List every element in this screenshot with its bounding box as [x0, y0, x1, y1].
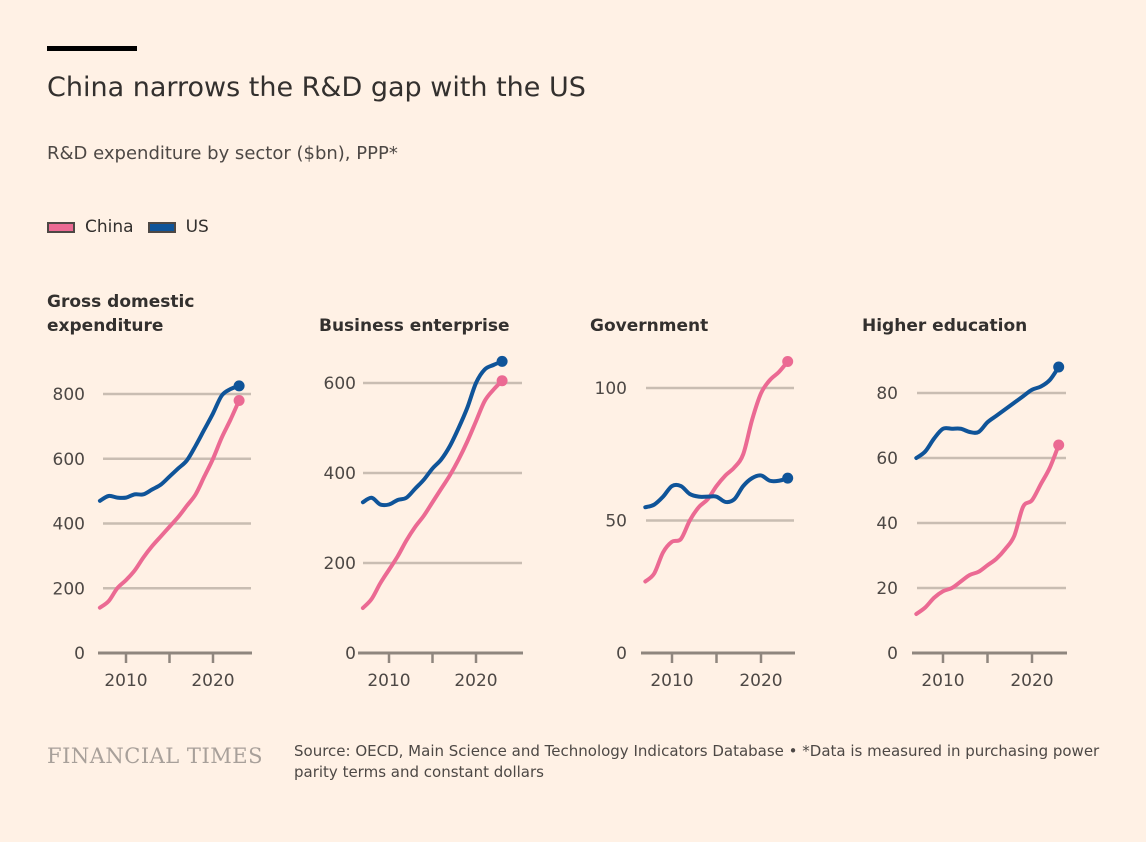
- series-line-us: [360, 359, 505, 508]
- y-tick-label: 0: [887, 644, 898, 664]
- y-tick-label: 400: [324, 464, 356, 484]
- series-line-china: [97, 398, 242, 610]
- x-tick-label: 2010: [650, 671, 693, 691]
- series-line-us: [914, 365, 1061, 460]
- end-point-us: [782, 472, 794, 484]
- y-tick-label: 20: [876, 579, 898, 599]
- chart-title: China narrows the R&D gap with the US: [47, 72, 586, 103]
- legend-swatch-us: [147, 221, 176, 233]
- panel-title-government: Government: [590, 316, 709, 336]
- y-tick-label: 40: [876, 514, 898, 534]
- x-tick-label: 2010: [921, 671, 964, 691]
- source-note: Source: OECD, Main Science and Technolog…: [294, 742, 1100, 781]
- y-tick-label: 100: [595, 379, 627, 399]
- y-tick-label: 800: [53, 385, 85, 405]
- legend-swatch-china: [47, 221, 75, 233]
- y-tick-label: 50: [605, 512, 627, 532]
- y-tick-label: 400: [53, 515, 85, 535]
- panel-title-gross: Gross domestic expenditure: [47, 292, 195, 336]
- x-tick-label: 2010: [104, 671, 147, 691]
- end-point-us: [233, 380, 245, 392]
- end-point-china: [496, 375, 508, 387]
- legend: China US: [47, 217, 209, 237]
- series-line-china: [914, 443, 1061, 616]
- end-point-us: [1053, 361, 1065, 373]
- x-tick-label: 2010: [367, 671, 410, 691]
- end-point-china: [1053, 439, 1065, 451]
- series-line-china: [360, 378, 505, 610]
- end-point-us: [496, 355, 508, 367]
- series-line-china: [643, 359, 790, 584]
- series-line-us: [97, 383, 242, 503]
- y-tick-label: 600: [324, 374, 356, 394]
- header-bar: [47, 46, 137, 51]
- y-tick-label: 200: [324, 554, 356, 574]
- y-tick-label: 0: [345, 644, 356, 664]
- y-tick-label: 0: [74, 644, 85, 664]
- end-point-china: [233, 394, 245, 406]
- ft-logo: FINANCIAL TIMES: [47, 744, 263, 768]
- legend-label-us: US: [185, 217, 209, 237]
- x-tick-label: 2020: [739, 671, 782, 691]
- y-tick-label: 60: [876, 449, 898, 469]
- legend-label-china: China: [85, 217, 134, 237]
- chart-subtitle: R&D expenditure by sector ($bn), PPP*: [47, 143, 398, 164]
- x-tick-label: 2020: [1010, 671, 1053, 691]
- y-tick-label: 600: [53, 450, 85, 470]
- y-tick-label: 200: [53, 579, 85, 599]
- y-tick-label: 0: [616, 644, 627, 664]
- panel-title-business: Business enterprise: [319, 316, 510, 336]
- panel-title-higher-education: Higher education: [862, 316, 1028, 336]
- series-line-us: [643, 473, 790, 510]
- y-tick-label: 80: [876, 384, 898, 404]
- x-tick-label: 2020: [454, 671, 497, 691]
- x-tick-label: 2020: [191, 671, 234, 691]
- end-point-china: [782, 356, 794, 367]
